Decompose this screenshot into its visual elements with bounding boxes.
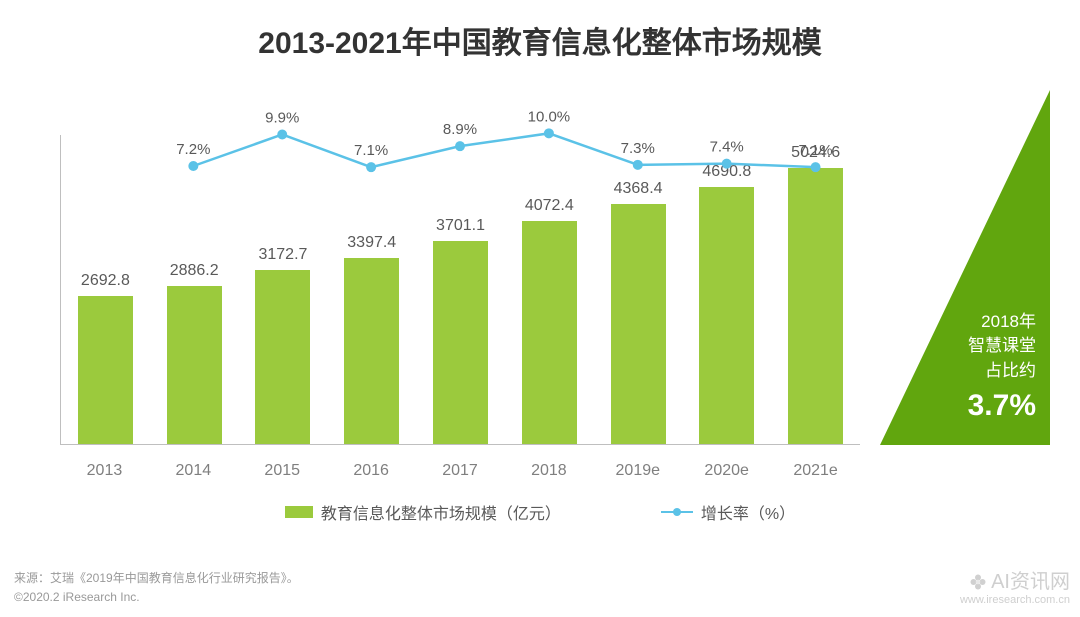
bar-slot: 4690.8 [682, 163, 771, 444]
callout-line2: 智慧课堂 [968, 334, 1036, 359]
bar-value-label: 2886.2 [170, 262, 219, 280]
bar-slot: 4072.4 [505, 197, 594, 444]
bar-slot: 3172.7 [239, 246, 328, 444]
legend-bar: 教育信息化整体市场规模（亿元） [285, 500, 561, 524]
bar-swatch-icon [285, 506, 313, 518]
bar-value-label: 3397.4 [347, 234, 396, 252]
bar-value-label: 4072.4 [525, 197, 574, 215]
bar [433, 241, 488, 444]
growth-line: 7.2% 9.9% 7.1% 8.9% 10.0% 7.3% 7.4% 7.1% [60, 90, 860, 190]
legend: 教育信息化整体市场规模（亿元） 增长率（%） [0, 500, 1080, 524]
footer: 来源：艾瑞《2019年中国教育信息化行业研究报告》。 ©2020.2 iRese… [14, 569, 299, 607]
bar [344, 258, 399, 444]
callout-line1: 2018年 [968, 310, 1036, 335]
legend-line-label: 增长率（%） [701, 500, 795, 524]
bar [255, 270, 310, 444]
bar-value-label: 3172.7 [258, 246, 307, 264]
watermark-brand: AI资讯网 [960, 570, 1070, 594]
line-marker [722, 159, 732, 169]
line-marker [633, 160, 643, 170]
bar [522, 221, 577, 444]
legend-bar-label: 教育信息化整体市场规模（亿元） [321, 500, 561, 524]
callout-text: 2018年 智慧课堂 占比约 3.7% [968, 310, 1036, 427]
chart-area: 2692.8 2886.2 3172.7 3397.4 3701.1 4072.4 4368… [60, 90, 1050, 490]
watermark-text: AI资讯网 [991, 570, 1070, 594]
bar [78, 296, 133, 444]
plot: 2692.8 2886.2 3172.7 3397.4 3701.1 4072.4 4368… [60, 90, 860, 490]
line-value-label: 7.3% [621, 140, 655, 157]
source-text: 来源：艾瑞《2019年中国教育信息化行业研究报告》。 [14, 569, 299, 588]
x-axis-label: 2020e [682, 450, 771, 490]
line-swatch-icon [661, 511, 693, 513]
bar-slot: 2886.2 [150, 262, 239, 444]
callout-line3: 占比约 [968, 359, 1036, 384]
chart-title: 2013-2021年中国教育信息化整体市场规模 [0, 0, 1080, 90]
x-axis-label: 2015 [238, 450, 327, 490]
bar [788, 168, 843, 444]
line-marker [455, 141, 465, 151]
line-marker [366, 162, 376, 172]
x-axis-label: 2017 [416, 450, 505, 490]
copyright-text: ©2020.2 iResearch Inc. [14, 588, 299, 607]
x-axis-label: 2014 [149, 450, 238, 490]
bar-slot: 3397.4 [327, 234, 416, 444]
line-marker [544, 128, 554, 138]
line-value-label: 7.1% [354, 142, 388, 159]
callout-value: 3.7% [968, 384, 1036, 428]
line-value-label: 7.2% [176, 141, 210, 158]
line-marker [277, 130, 287, 140]
bar [167, 286, 222, 444]
bar-slot: 4368.4 [594, 180, 683, 444]
x-axis-labels: 2013201420152016201720182019e2020e2021e [60, 450, 860, 490]
line-marker [811, 162, 821, 172]
line-value-label: 9.9% [265, 110, 299, 127]
line-value-label: 10.0% [528, 108, 571, 125]
bar [699, 187, 754, 444]
bar-slot: 2692.8 [61, 272, 150, 444]
line-value-label: 7.1% [798, 142, 832, 159]
watermark-url: www.iresearch.com.cn [960, 594, 1070, 607]
line-marker [188, 161, 198, 171]
legend-line: 增长率（%） [661, 500, 795, 524]
x-axis-label: 2016 [327, 450, 416, 490]
flower-icon [969, 573, 987, 591]
line-value-label: 8.9% [443, 121, 477, 138]
bar-slot: 3701.1 [416, 217, 505, 444]
x-axis-label: 2019e [593, 450, 682, 490]
bar-value-label: 2692.8 [81, 272, 130, 290]
watermark: AI资讯网 www.iresearch.com.cn [960, 570, 1070, 607]
x-axis-label: 2013 [60, 450, 149, 490]
x-axis-label: 2018 [504, 450, 593, 490]
callout-triangle: 2018年 智慧课堂 占比约 3.7% [880, 90, 1050, 445]
bar [611, 204, 666, 444]
line-value-label: 7.4% [710, 139, 744, 156]
bar-value-label: 3701.1 [436, 217, 485, 235]
x-axis-label: 2021e [771, 450, 860, 490]
